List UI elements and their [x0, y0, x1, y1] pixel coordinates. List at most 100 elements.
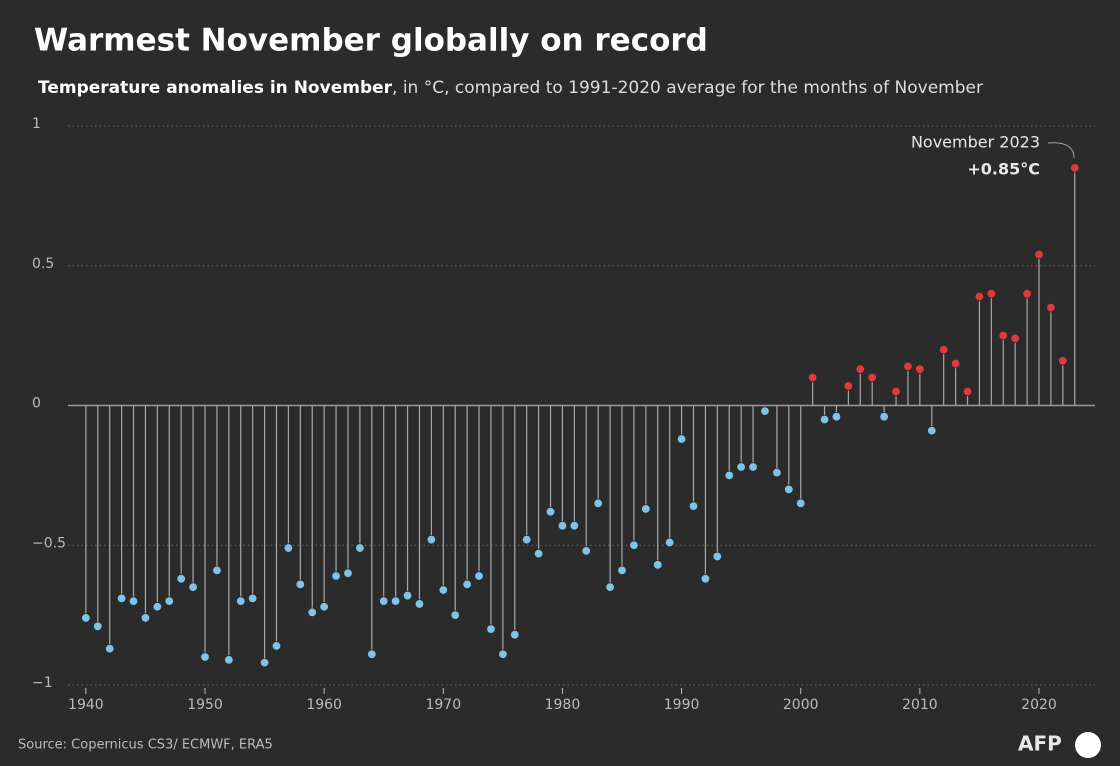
annotation-connector	[1047, 142, 1075, 159]
dot	[414, 599, 425, 609]
x-tick-label: 2020	[1021, 697, 1057, 713]
dot	[915, 364, 925, 374]
y-tick-label: 1	[32, 116, 41, 132]
dot	[545, 507, 556, 517]
dot	[605, 582, 615, 592]
dot	[236, 596, 246, 606]
dot	[784, 484, 794, 495]
dot	[807, 372, 818, 383]
dot	[962, 386, 973, 397]
dot	[581, 546, 591, 556]
dot	[724, 470, 734, 481]
dot	[903, 361, 913, 372]
dot	[212, 565, 222, 576]
dot	[247, 593, 258, 604]
dot	[1022, 289, 1032, 299]
dot	[831, 411, 842, 422]
dot	[1046, 302, 1056, 313]
dot	[676, 434, 687, 444]
dot	[1034, 249, 1044, 260]
logo-mark	[1075, 732, 1101, 758]
dot	[557, 520, 568, 531]
dot	[855, 364, 865, 374]
dot	[283, 543, 294, 553]
subtitle-bold: Temperature anomalies in November	[38, 78, 393, 98]
dot	[331, 571, 341, 581]
dot	[176, 574, 186, 584]
dot	[486, 624, 496, 634]
dot	[474, 571, 484, 581]
dot	[390, 596, 401, 606]
dot	[736, 462, 746, 472]
x-tick-label: 1990	[664, 697, 700, 713]
dot	[760, 406, 770, 416]
dot	[319, 602, 329, 612]
x-tick-label: 1950	[187, 697, 223, 713]
dot	[891, 386, 901, 397]
dot	[438, 585, 448, 595]
dot	[593, 498, 603, 509]
chart-subtitle: Temperature anomalies in November, in °C…	[38, 78, 983, 98]
dot	[796, 498, 806, 509]
dot	[140, 613, 151, 623]
dot	[664, 537, 675, 548]
x-tick-label: 2010	[902, 697, 938, 713]
dot	[450, 610, 460, 620]
dot	[879, 411, 889, 422]
dot	[629, 540, 639, 550]
dot	[462, 579, 472, 590]
dot	[986, 289, 997, 299]
dot	[343, 568, 353, 578]
x-tick-label: 1970	[425, 697, 461, 713]
dot	[950, 358, 961, 369]
dot	[700, 574, 711, 584]
dot	[927, 425, 937, 436]
dot	[224, 655, 234, 665]
subtitle-rest: , in °C, compared to 1991-2020 average f…	[392, 78, 983, 98]
dot	[748, 462, 758, 472]
dot	[843, 381, 854, 391]
dot	[533, 548, 544, 559]
annotation-value: +0.85°C	[967, 160, 1040, 179]
dot	[1070, 163, 1080, 173]
x-tick-label: 1980	[545, 697, 581, 713]
dot	[402, 590, 413, 601]
dot	[1010, 333, 1020, 344]
dot	[772, 467, 782, 478]
dot	[307, 607, 317, 618]
annotation-title: November 2023	[911, 133, 1040, 152]
dot	[271, 641, 282, 651]
dot	[510, 629, 520, 640]
x-tick-label: 2000	[783, 697, 819, 713]
dot	[974, 291, 985, 302]
logo: AFP	[1018, 732, 1062, 756]
dot	[998, 330, 1008, 341]
dot	[104, 643, 115, 654]
dot	[498, 649, 508, 659]
dot	[295, 579, 306, 590]
dot	[521, 534, 532, 545]
dot	[938, 344, 949, 355]
dot	[355, 543, 365, 553]
x-tick-label: 1940	[68, 697, 104, 713]
dot	[81, 613, 91, 623]
dot	[128, 596, 139, 606]
dot	[152, 602, 163, 612]
dot	[200, 652, 210, 662]
y-tick-label: −1	[32, 675, 53, 691]
dot	[712, 551, 723, 562]
dot	[259, 657, 270, 668]
dot	[688, 501, 699, 511]
dot	[867, 372, 877, 383]
dot	[1058, 356, 1068, 366]
dot	[116, 593, 127, 604]
y-tick-label: 0	[32, 396, 41, 412]
dot	[617, 565, 627, 576]
dot	[426, 534, 437, 545]
dot	[819, 414, 830, 425]
y-tick-label: 0.5	[32, 256, 54, 272]
dot	[653, 560, 663, 570]
dot	[188, 582, 198, 592]
y-tick-label: −0.5	[32, 535, 66, 551]
